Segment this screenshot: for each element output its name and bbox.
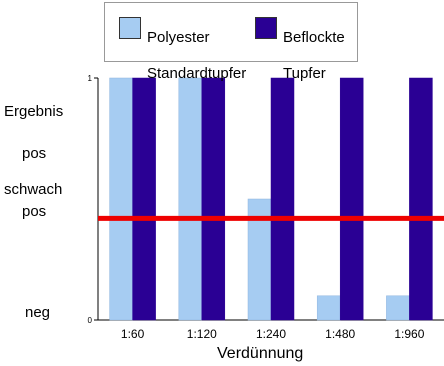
y-category-schwach: schwach	[4, 181, 63, 198]
y-category-pos: pos	[22, 145, 47, 162]
legend-swatch-polyester	[119, 17, 141, 39]
bar	[386, 295, 410, 321]
x-tick-label: 1:480	[325, 327, 355, 341]
y-category-schwach-pos: pos	[22, 203, 47, 220]
legend-label-beflockte-line2: Tupfer	[283, 65, 326, 82]
legend-label-polyester-line2: Standardtupfer	[147, 65, 247, 82]
bar	[201, 77, 226, 321]
legend-item-polyester: Polyester Standardtupfer	[119, 11, 246, 83]
legend-label-beflockte-line1: Beflockte	[283, 29, 345, 46]
bar	[132, 77, 156, 321]
legend-item-beflockte: Beflockte Tupfer	[255, 11, 345, 83]
y-category-ergebnis: Ergebnis	[4, 103, 64, 120]
x-tick-label: 1:240	[256, 327, 286, 341]
bar	[270, 77, 295, 321]
x-axis-title: Verdünnung	[217, 345, 304, 362]
bar	[316, 295, 341, 321]
bar	[109, 77, 133, 321]
y-tick-label: 1	[88, 74, 93, 83]
bar	[339, 77, 364, 321]
bars	[109, 77, 433, 321]
x-tick-label: 1:120	[187, 327, 217, 341]
legend-swatch-beflockte	[255, 17, 277, 39]
tick-labels: 0 1 1:60 1:120 1:240 1:480 1:960	[88, 74, 425, 341]
bar	[178, 77, 203, 321]
legend-label-polyester-line1: Polyester	[147, 29, 210, 46]
bar	[409, 77, 433, 321]
y-category-neg: neg	[25, 304, 51, 321]
y-tick-label: 0	[88, 316, 93, 325]
legend-label-beflockte: Beflockte Tupfer	[283, 11, 345, 83]
x-tick-label: 1:960	[394, 327, 424, 341]
legend: Polyester Standardtupfer Beflockte Tupfe…	[104, 2, 358, 82]
x-tick-label: 1:60	[121, 327, 145, 341]
legend-label-polyester: Polyester Standardtupfer	[147, 11, 246, 83]
